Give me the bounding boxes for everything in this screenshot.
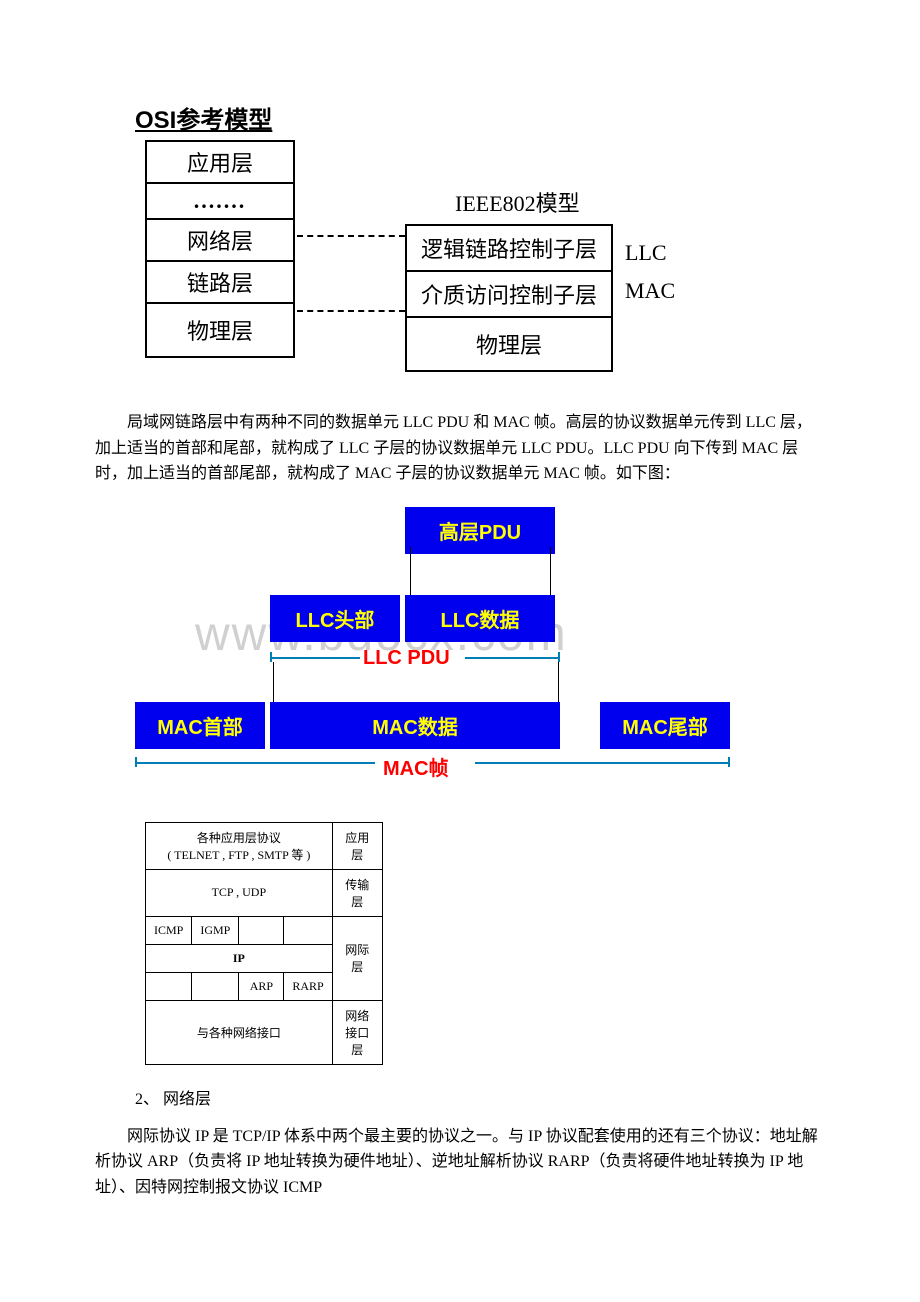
bracket-tick [270, 652, 272, 662]
bracket [135, 762, 375, 764]
dash-line [297, 310, 405, 312]
bracket-tick [728, 757, 730, 767]
bracket-tick [558, 652, 560, 662]
cell: IP [146, 944, 333, 972]
cell: ARP [239, 972, 284, 1000]
table-row: ICMP IGMP 网际层 [146, 916, 383, 944]
mac-label: MAC [625, 278, 675, 304]
cell: TCP , UDP [146, 869, 333, 916]
dash-line [297, 235, 405, 237]
cell: 传输层 [332, 869, 382, 916]
table-row: 与各种网络接口 网络接口层 [146, 1000, 383, 1064]
bracket [465, 657, 560, 659]
conn-line [410, 547, 411, 595]
cell: ICMP [146, 916, 192, 944]
ieee-layer: 物理层 [407, 318, 611, 370]
cell: 与各种网络接口 [146, 1000, 333, 1064]
cell: IGMP [192, 916, 239, 944]
osi-ieee-diagram: OSI参考模型 应用层 ....... 网络层 链路层 物理层 IEEE802模… [135, 100, 775, 380]
cell: 应用层 [332, 822, 382, 869]
conn-line [558, 662, 559, 702]
llc-head-box: LLC头部 [270, 595, 400, 642]
cell [239, 916, 284, 944]
bracket [270, 657, 360, 659]
mac-tail-box: MAC尾部 [600, 702, 730, 749]
ieee-stack: 逻辑链路控制子层 介质访问控制子层 物理层 [405, 224, 613, 372]
llc-pdu-label: LLC PDU [363, 647, 450, 670]
bracket-tick [135, 757, 137, 767]
ieee-layer: 介质访问控制子层 [407, 272, 611, 318]
conn-line [273, 662, 274, 702]
osi-layer: 物理层 [147, 304, 293, 356]
llc-label: LLC [625, 240, 667, 266]
cell: 各种应用层协议 ( TELNET , FTP , SMTP 等 ) [146, 822, 333, 869]
pdu-diagram: 高层PDU www.bdocx.com LLC头部 LLC数据 LLC PDU … [135, 507, 775, 797]
bracket [475, 762, 730, 764]
paragraph-1: 局域网链路层中有两种不同的数据单元 LLC PDU 和 MAC 帧。高层的协议数… [95, 410, 825, 487]
high-layer-pdu-box: 高层PDU [405, 507, 555, 554]
ieee-layer: 逻辑链路控制子层 [407, 226, 611, 272]
osi-layer: 应用层 [147, 142, 293, 184]
osi-title: OSI参考模型 [135, 100, 272, 135]
table-row: TCP , UDP 传输层 [146, 869, 383, 916]
conn-line [550, 547, 551, 595]
osi-stack: 应用层 ....... 网络层 链路层 物理层 [145, 140, 295, 358]
table-row: 各种应用层协议 ( TELNET , FTP , SMTP 等 ) 应用层 [146, 822, 383, 869]
cell: 网际层 [332, 916, 382, 1000]
cell [192, 972, 239, 1000]
mac-data-box: MAC数据 [270, 702, 560, 749]
cell: 网络接口层 [332, 1000, 382, 1064]
osi-layer: 链路层 [147, 262, 293, 304]
cell: RARP [284, 972, 332, 1000]
cell [146, 972, 192, 1000]
osi-layer: 网络层 [147, 220, 293, 262]
mac-head-box: MAC首部 [135, 702, 265, 749]
osi-layer: ....... [147, 184, 293, 220]
ieee-title: IEEE802模型 [455, 186, 580, 218]
paragraph-2: 网际协议 IP 是 TCP/IP 体系中两个最主要的协议之一。与 IP 协议配套… [95, 1124, 825, 1201]
section-heading: 2、 网络层 [135, 1085, 825, 1109]
tcpip-table: 各种应用层协议 ( TELNET , FTP , SMTP 等 ) 应用层 TC… [145, 822, 383, 1065]
mac-frame-label: MAC帧 [383, 752, 449, 781]
llc-data-box: LLC数据 [405, 595, 555, 642]
cell [284, 916, 332, 944]
